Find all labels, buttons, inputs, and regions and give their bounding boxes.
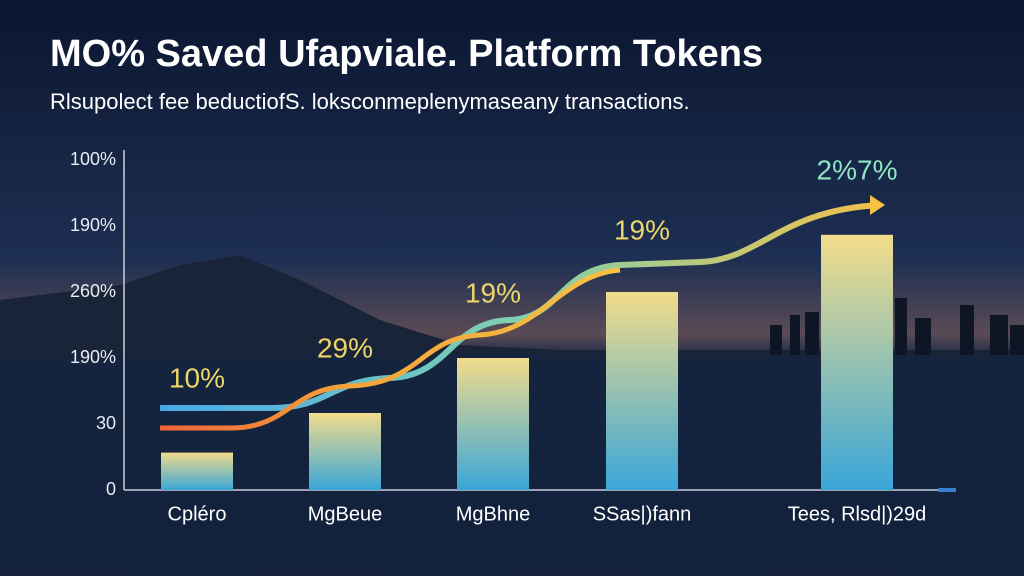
x-tick-label: MgBhne bbox=[456, 503, 531, 525]
x-tick-label: Tees, Rlsd|)29d bbox=[788, 503, 927, 525]
trend-line bbox=[160, 267, 621, 431]
y-tick-label: 260% bbox=[70, 281, 116, 301]
bar bbox=[606, 292, 678, 490]
bar bbox=[309, 413, 381, 490]
mountain bbox=[0, 255, 1024, 360]
x-tick-label: MgBeue bbox=[308, 503, 383, 525]
x-tick-label: SSas|)fann bbox=[593, 503, 692, 525]
bar bbox=[161, 452, 233, 490]
y-tick-label: 100% bbox=[70, 149, 116, 169]
annotation: 19% bbox=[614, 214, 670, 245]
bar bbox=[457, 358, 529, 490]
y-tick-label: 0 bbox=[106, 479, 116, 499]
y-tick-label: 30 bbox=[96, 413, 116, 433]
chart-subtitle: Rlsupolect fee beductiofS. loksconmeplen… bbox=[50, 89, 690, 114]
x-tick-label: Cpléro bbox=[168, 503, 227, 525]
annotation: 2%7% bbox=[817, 154, 898, 185]
annotation: 10% bbox=[169, 362, 225, 393]
y-tick-label: 190% bbox=[70, 215, 116, 235]
bar bbox=[821, 234, 893, 490]
chart-title: MO% Saved Ufapviale. Platform Tokens bbox=[50, 33, 763, 75]
city bbox=[770, 298, 1024, 355]
annotation: 29% bbox=[317, 332, 373, 363]
annotation: 19% bbox=[465, 277, 521, 308]
y-tick-label: 190% bbox=[70, 347, 116, 367]
arrow-head bbox=[870, 195, 885, 215]
